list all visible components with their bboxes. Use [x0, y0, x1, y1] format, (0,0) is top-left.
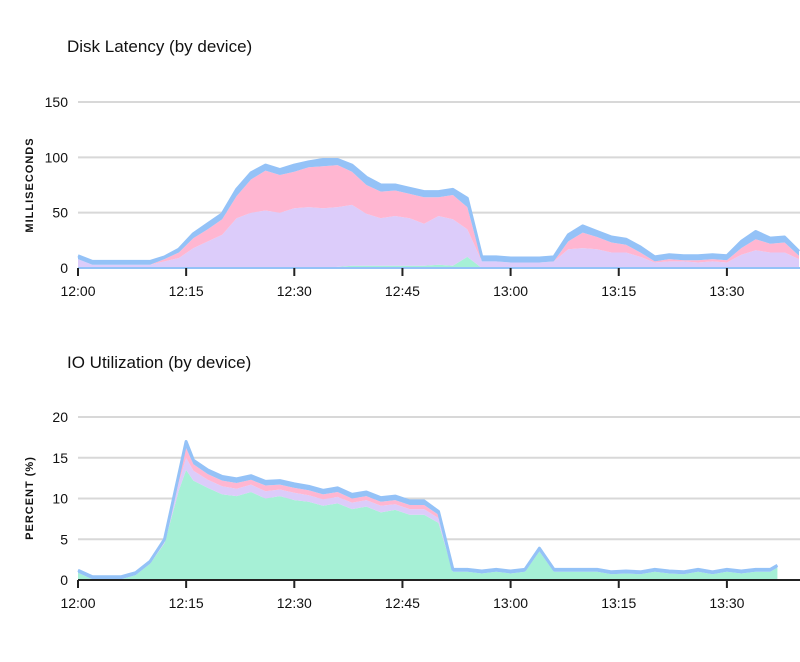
x-tick-label: 13:00: [493, 283, 528, 299]
y-tick-label: 50: [52, 205, 68, 221]
x-tick-label: 12:00: [60, 283, 95, 299]
y-axis-label: MILLISECONDS: [24, 137, 36, 232]
disk-latency-plot: MILLISECONDS 0 50 100 150 12:00 12:15 12:30 12:…: [24, 94, 800, 299]
x-tick-label: 12:45: [385, 283, 420, 299]
x-tick-label: 12:30: [277, 595, 312, 611]
io-utilization-chart: IO Utilization (by device) PERCENT (%) 0…: [0, 330, 800, 662]
chart-title: IO Utilization (by device): [67, 353, 252, 372]
series-area-2: [78, 165, 799, 265]
y-tick-label: 0: [60, 260, 68, 276]
x-tick-label: 12:00: [60, 595, 95, 611]
y-tick-label: 150: [45, 94, 69, 110]
x-tick-label: 13:30: [709, 595, 744, 611]
x-tick-label: 13:30: [709, 283, 744, 299]
chart-title: Disk Latency (by device): [67, 37, 253, 56]
y-tick-label: 100: [45, 149, 69, 165]
x-tick-label: 13:15: [601, 595, 636, 611]
series-area-2: [78, 448, 778, 580]
y-tick-label: 0: [60, 572, 68, 588]
x-tick-label: 12:30: [277, 283, 312, 299]
x-tick-label: 12:15: [169, 283, 204, 299]
x-tick-label: 12:45: [385, 595, 420, 611]
series-area-1: [78, 204, 799, 268]
series-area-0: [78, 256, 799, 268]
y-axis-label: PERCENT (%): [24, 456, 36, 540]
x-tick-label: 12:15: [169, 595, 204, 611]
y-tick-label: 20: [52, 409, 68, 425]
series-area-0: [78, 470, 778, 580]
series-outline: [77, 440, 779, 579]
series-area-1: [78, 457, 778, 580]
y-tick-label: 5: [60, 531, 68, 547]
io-utilization-plot: PERCENT (%) 0 5 10 15 20 12:00 12:15 12:30 12:45…: [24, 409, 800, 611]
y-tick-label: 10: [52, 491, 68, 507]
series-outline: [77, 158, 800, 263]
y-tick-label: 15: [52, 450, 68, 466]
x-tick-label: 13:15: [601, 283, 636, 299]
disk-latency-chart: Disk Latency (by device) MILLISECONDS 0 5…: [0, 0, 800, 330]
x-tick-label: 13:00: [493, 595, 528, 611]
